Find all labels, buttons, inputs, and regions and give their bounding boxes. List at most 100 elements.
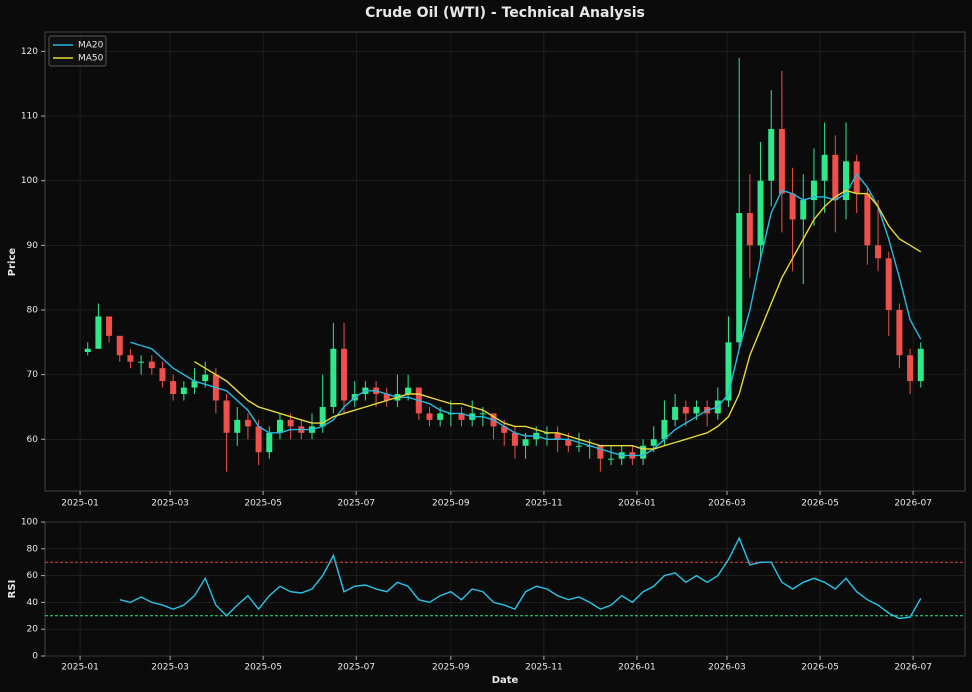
candle-body <box>896 309 903 356</box>
candle-body <box>106 316 113 336</box>
y-axis-label: RSI <box>7 580 18 599</box>
y-tick-label: 0 <box>32 652 38 662</box>
y-axis-label: Price <box>7 248 18 277</box>
candle-body <box>778 128 785 194</box>
candle-body <box>736 213 743 343</box>
x-tick-label: 2026-07 <box>894 663 932 673</box>
candle-body <box>682 406 689 414</box>
candle-body <box>565 439 572 446</box>
x-tick-label: 2025-07 <box>337 499 375 509</box>
x-tick-label: 2026-03 <box>708 499 746 509</box>
candle-body <box>842 161 849 201</box>
candle-body <box>191 381 198 388</box>
x-tick-label: 2025-05 <box>244 663 282 673</box>
candle-body <box>907 355 914 382</box>
y-tick-label: 60 <box>27 571 39 581</box>
y-tick-label: 100 <box>21 518 38 528</box>
candle-body <box>479 413 486 415</box>
y-tick-label: 80 <box>27 305 39 315</box>
candle-body <box>501 426 508 433</box>
y-tick-label: 110 <box>21 112 38 122</box>
y-tick-label: 80 <box>27 544 39 554</box>
candle-body <box>341 348 348 401</box>
y-tick-label: 100 <box>21 176 38 186</box>
candle-body <box>800 200 807 220</box>
x-axis-label: Date <box>492 675 519 686</box>
y-tick-label: 90 <box>27 241 39 251</box>
candle-body <box>234 419 241 433</box>
line <box>194 189 922 450</box>
x-tick-label: 2026-03 <box>708 663 746 673</box>
chart-title: Crude Oil (WTI) - Technical Analysis <box>365 5 645 21</box>
candle-body <box>746 213 753 246</box>
candle-body <box>661 419 668 440</box>
candle-body <box>522 439 529 446</box>
x-tick-label: 2026-05 <box>801 663 839 673</box>
x-tick-label: 2025-07 <box>337 663 375 673</box>
x-tick-label: 2025-01 <box>61 499 99 509</box>
candle-body <box>276 419 283 433</box>
candle-body <box>821 154 828 181</box>
candle-body <box>244 419 251 427</box>
plot-area <box>44 521 966 657</box>
candle-body <box>885 258 892 310</box>
y-tick-label: 40 <box>27 598 39 608</box>
candle-body <box>95 316 102 349</box>
x-tick-label: 2025-05 <box>244 499 282 509</box>
candle-body <box>127 355 134 362</box>
candle-body <box>116 335 123 356</box>
x-tick-label: 2025-01 <box>61 663 99 673</box>
x-tick-label: 2025-11 <box>525 499 563 509</box>
candle-body <box>608 458 615 460</box>
x-tick-label: 2025-03 <box>151 499 189 509</box>
candle-body <box>330 348 337 407</box>
y-tick-label: 70 <box>27 370 39 380</box>
candle-body <box>426 413 433 420</box>
plot-area <box>44 31 966 492</box>
candle-body <box>672 406 679 420</box>
candle-body <box>84 348 91 353</box>
x-tick-label: 2025-03 <box>151 663 189 673</box>
legend-label: MA20 <box>78 41 104 51</box>
candle-body <box>138 361 145 363</box>
x-tick-label: 2025-11 <box>525 663 563 673</box>
candle-body <box>725 342 732 401</box>
x-tick-label: 2025-09 <box>432 499 470 509</box>
candle-body <box>789 193 796 220</box>
candle-body <box>511 432 518 446</box>
x-tick-label: 2025-09 <box>432 663 470 673</box>
legend-label: MA50 <box>78 54 104 64</box>
candle-body <box>853 161 860 194</box>
candle-body <box>597 445 604 459</box>
candle-body <box>458 413 465 420</box>
candle-body <box>757 180 764 246</box>
candle-body <box>148 361 155 369</box>
candle-body <box>255 426 262 453</box>
candle-body <box>832 154 839 201</box>
candle-body <box>159 368 166 382</box>
candle-body <box>810 180 817 201</box>
x-tick-label: 2026-01 <box>618 499 656 509</box>
y-tick-label: 120 <box>21 47 38 57</box>
candle-body <box>917 348 924 382</box>
candle-body <box>319 406 326 427</box>
x-tick-label: 2026-01 <box>618 663 656 673</box>
candle-body <box>864 193 871 246</box>
legend: MA20 MA50 <box>48 35 107 67</box>
candle-body <box>383 394 390 401</box>
candle-body <box>405 387 412 395</box>
candle-body <box>575 445 582 447</box>
y-tick-label: 20 <box>27 625 39 635</box>
candle-body <box>266 432 273 453</box>
candle-body <box>640 445 647 459</box>
candle-body <box>180 387 187 395</box>
candle-body <box>875 245 882 259</box>
x-tick-label: 2026-05 <box>801 499 839 509</box>
line <box>119 536 922 620</box>
candle-body <box>287 419 294 427</box>
candle-body <box>170 381 177 395</box>
line <box>130 172 922 457</box>
x-tick-label: 2026-07 <box>894 499 932 509</box>
